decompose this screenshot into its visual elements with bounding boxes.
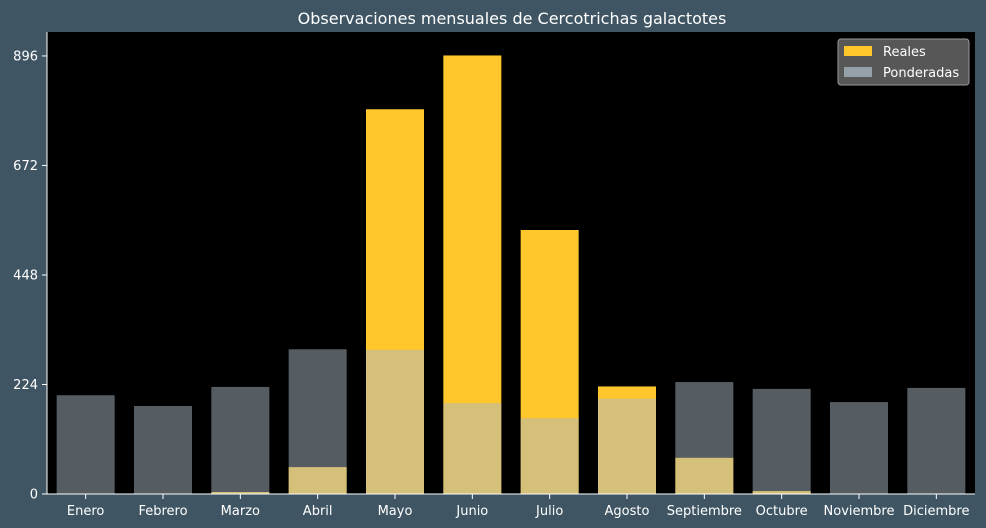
y-axis: 0 224 448 672 896 <box>13 32 48 503</box>
x-tick-label: Diciembre <box>903 504 969 519</box>
bar-ponderadas-marzo <box>211 386 270 494</box>
chart-title: Observaciones mensuales de Cercotrichas … <box>298 9 727 28</box>
x-axis: Enero Febrero Marzo Abril Mayo Junio Julio Agos… <box>47 493 975 519</box>
x-tick-label: Abril <box>303 504 333 519</box>
bar-ponderadas-agosto <box>598 398 656 494</box>
weighted-bars-group <box>56 349 966 494</box>
x-tick-label: Septiembre <box>667 504 742 519</box>
x-tick-label: Junio <box>455 504 488 519</box>
y-tick-label: 448 <box>13 268 38 283</box>
bar-ponderadas-febrero <box>134 406 192 494</box>
x-tick-label: Octubre <box>756 504 808 519</box>
bar-ponderadas-enero <box>56 395 115 494</box>
bar-ponderadas-junio <box>443 403 502 494</box>
x-tick-label: Mayo <box>378 504 413 519</box>
y-tick-label: 896 <box>13 49 38 64</box>
y-tick-label: 672 <box>13 159 38 174</box>
x-tick-label: Enero <box>67 504 105 519</box>
y-tick-label: 0 <box>30 488 38 503</box>
bar-ponderadas-octubre <box>752 388 811 494</box>
bar-ponderadas-noviembre <box>830 402 888 494</box>
x-tick-label: Julio <box>535 504 563 519</box>
legend-label-reales: Reales <box>883 45 926 60</box>
plot-area <box>47 32 975 494</box>
bar-ponderadas-septiembre <box>675 382 734 494</box>
legend: Reales Ponderadas <box>837 38 970 86</box>
x-tick-label: Agosto <box>605 504 650 519</box>
bar-ponderadas-mayo <box>366 349 424 494</box>
x-tick-label: Marzo <box>221 504 260 519</box>
y-tick-label: 224 <box>13 378 38 393</box>
legend-label-ponderadas: Ponderadas <box>883 66 959 81</box>
bar-ponderadas-diciembre <box>907 387 966 494</box>
x-tick-label: Noviembre <box>824 504 895 519</box>
bar-ponderadas-abril <box>288 349 347 494</box>
legend-swatch-ponderadas <box>844 67 872 77</box>
bar-ponderadas-julio <box>520 418 579 494</box>
x-tick-label: Febrero <box>138 504 187 519</box>
legend-swatch-reales <box>844 46 872 56</box>
